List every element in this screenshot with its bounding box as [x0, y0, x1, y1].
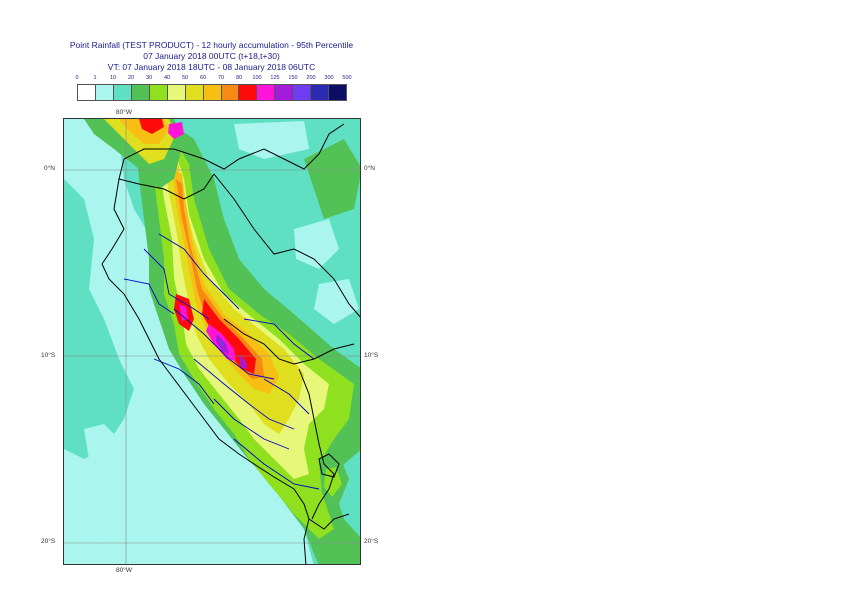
legend-swatch: [329, 85, 347, 100]
rainfall-map[interactable]: [63, 118, 361, 565]
rainfall-map-svg: [64, 119, 360, 564]
country-borders: [101, 123, 360, 564]
lat-label-right-10: 10°S: [364, 352, 379, 359]
light-patch-sw: [64, 519, 104, 559]
legend-swatch: [167, 85, 186, 100]
lat-label-left-20: 20°S: [41, 538, 56, 545]
legend-tick-labels: 0 1 10 20 30 40 50 60 70 80 100 125 150 200 300 500: [75, 75, 351, 84]
border-peru-ecuador: [118, 173, 215, 200]
border-peru-bolivia: [298, 368, 335, 520]
rain-magenta-2: [179, 304, 188, 321]
legend-tick-label: 300: [324, 75, 334, 81]
legend-tick-label: 150: [288, 75, 298, 81]
legend-swatch: [149, 85, 168, 100]
legend-tick-label: 500: [342, 75, 352, 81]
lake-titicaca: [318, 453, 340, 478]
legend-tick-label: 200: [306, 75, 316, 81]
legend-tick-label: 80: [235, 75, 243, 81]
legend-tick-label: 20: [127, 75, 135, 81]
legend-tick-label: 125: [270, 75, 280, 81]
light-patch-s: [199, 507, 224, 531]
legend-tick-label: 50: [181, 75, 189, 81]
legend-tick-label: 0: [75, 75, 79, 81]
lat-label-left-10: 10°S: [41, 352, 56, 359]
legend-swatch: [293, 85, 312, 100]
rain-green-northeast: [304, 139, 360, 219]
border-brazil-bolivia: [293, 343, 355, 365]
legend-swatch: [221, 85, 240, 100]
border-peru-chile: [308, 513, 350, 530]
coastline: [101, 158, 310, 564]
legend-swatch: [311, 85, 330, 100]
rain-north-magenta: [168, 122, 184, 139]
legend-tick-label: 70: [217, 75, 225, 81]
ocean-light-west: [64, 119, 314, 564]
color-legend: [77, 84, 347, 101]
legend-swatch: [78, 85, 96, 100]
rain-violet: [220, 339, 224, 347]
lon-label-bottom: 80°W: [116, 567, 132, 574]
legend-swatch: [239, 85, 258, 100]
light-patch-e: [314, 279, 359, 324]
legend-tick-label: 10: [109, 75, 117, 81]
title-line-3: VT: 07 January 2018 18UTC - 08 January 2…: [107, 62, 316, 72]
lat-label-left-0: 0°N: [44, 165, 55, 172]
legend-swatch: [113, 85, 132, 100]
border-peru-inner: [223, 318, 295, 365]
legend-swatch: [95, 85, 114, 100]
border-peru-brazil: [213, 173, 360, 318]
rain-purple-2: [239, 354, 247, 369]
lon-label-top: 80°W: [116, 109, 132, 116]
legend-tick-label: 100: [252, 75, 262, 81]
legend-swatch: [275, 85, 294, 100]
light-patch-se-1: [84, 424, 119, 464]
title-line-2: 07 January 2018 00UTC (t+18,t+30): [143, 51, 280, 61]
base-coastal-band: [64, 179, 134, 459]
lat-label-right-20: 20°S: [364, 538, 379, 545]
legend-tick-label: 60: [199, 75, 207, 81]
light-patch-ne: [294, 219, 339, 269]
chart-title: Point Rainfall (TEST PRODUCT) - 12 hourl…: [0, 40, 423, 73]
legend-tick-label: 30: [145, 75, 153, 81]
legend-swatch: [203, 85, 222, 100]
light-patch-se-2: [99, 469, 139, 504]
legend-tick-label: 40: [163, 75, 171, 81]
legend-tick-label: 1: [93, 75, 97, 81]
legend-swatch: [185, 85, 204, 100]
title-line-1: Point Rainfall (TEST PRODUCT) - 12 hourl…: [69, 40, 354, 50]
legend-swatch: [257, 85, 276, 100]
border-colombia: [123, 123, 345, 170]
region-borders: [123, 233, 320, 490]
lat-label-right-0: 0°N: [364, 165, 375, 172]
rain-red-core-south: [202, 299, 256, 374]
legend-swatch: [131, 85, 150, 100]
light-patch-top: [234, 121, 309, 159]
rain-north-red: [139, 119, 164, 134]
